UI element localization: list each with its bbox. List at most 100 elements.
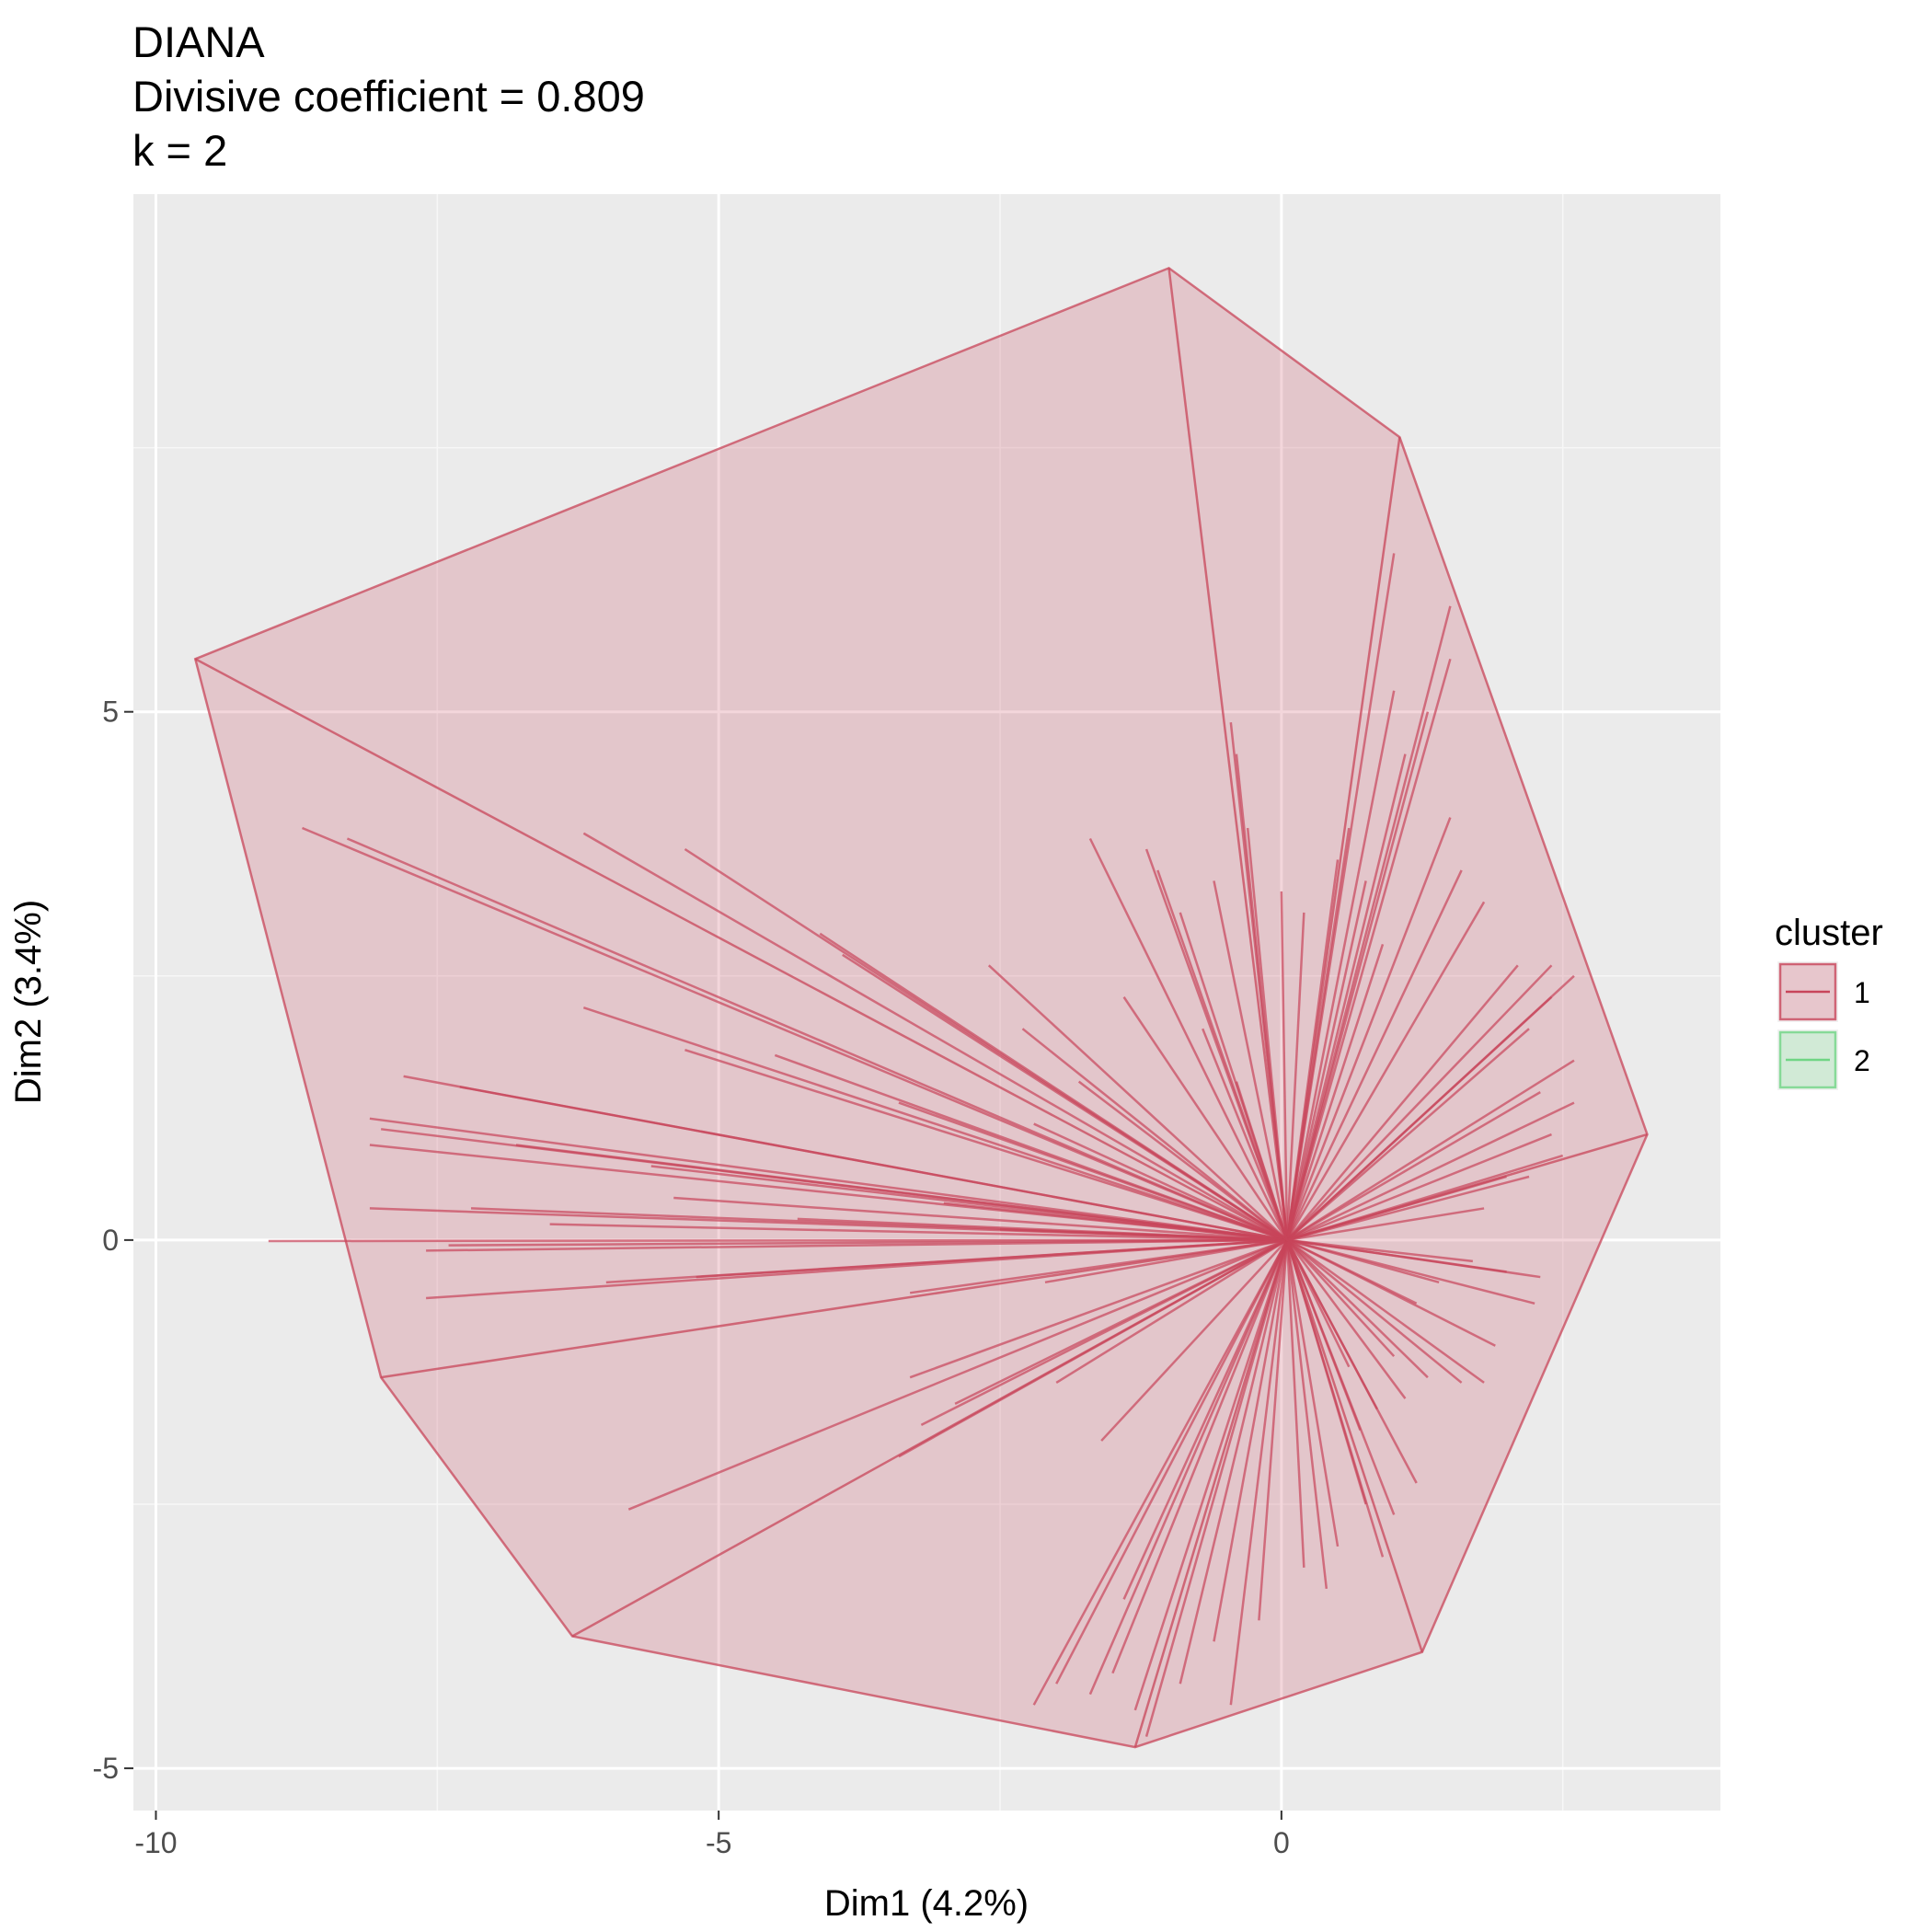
cluster-1-point-ray (1286, 1238, 1473, 1263)
cluster-1-point-ray (1285, 1239, 1407, 1399)
cluster-1-point-ray (582, 1006, 1288, 1242)
legend: cluster 12 (1775, 913, 1883, 1090)
cluster-1-point-ray (1286, 964, 1553, 1241)
cluster-1-hull-ray (194, 658, 1288, 1241)
cluster-1-point-ray (1055, 1238, 1288, 1384)
cluster-1-point-ray (1285, 869, 1463, 1241)
cluster-1-point-ray (1285, 553, 1396, 1241)
cluster-1-point-ray (1111, 1239, 1289, 1674)
y-tick-label: 0 (102, 1224, 119, 1257)
cluster-1-hull-ray (380, 1238, 1288, 1379)
cluster-1-point-ray (1285, 901, 1486, 1241)
cluster-1-point-ray (1286, 1238, 1463, 1384)
cluster-1-hull-ray (1167, 268, 1289, 1241)
cluster-1-point-ray (1285, 817, 1452, 1241)
cluster-1-point-ray (1235, 1081, 1289, 1241)
cluster-1-point-ray (1285, 1239, 1362, 1432)
cluster-1-point-ray (1286, 1059, 1575, 1241)
y-tick-label: 5 (102, 696, 119, 729)
cluster-1-point-ray (1286, 1175, 1507, 1242)
cluster-1-hull-ray (1133, 1239, 1289, 1748)
cluster-1-point-ray (369, 1117, 1288, 1242)
cluster-1-point-ray (1122, 1239, 1289, 1600)
cluster-1-point-ray (1286, 1101, 1575, 1242)
axes: -10 -5 0 -5 0 5 (93, 696, 1290, 1859)
cluster-1-point-ray (673, 1196, 1288, 1242)
cluster-1-point-ray (1044, 1238, 1288, 1284)
cluster-1-point-ray (1285, 880, 1367, 1241)
cluster-1-point-ray (1285, 1239, 1328, 1589)
cluster-1-point-ray (1156, 869, 1289, 1241)
plot-panel (133, 194, 1720, 1811)
cluster-1-point-ray (696, 1238, 1288, 1279)
cluster-1-point-ray (1285, 912, 1305, 1240)
cluster-1-point-ray (898, 1238, 1288, 1458)
cluster-ray-layer (194, 268, 1648, 1748)
cluster-1-point-ray (1258, 1239, 1289, 1621)
cluster-1-point-ray (1179, 1239, 1289, 1685)
cluster-1-point-ray (1033, 1122, 1288, 1242)
x-axis-label: Dim1 (4.2%) (824, 1883, 1029, 1924)
cluster-1-point-ray (1285, 658, 1452, 1241)
cluster-1-point-ray (1285, 753, 1407, 1241)
cluster-1-point-ray (684, 1048, 1288, 1242)
cluster-1-point-ray (1122, 996, 1289, 1241)
cluster-1-point-ray (1100, 1239, 1288, 1442)
cluster-1-point-ray (549, 1223, 1288, 1242)
cluster-1-point-ray (1144, 1239, 1289, 1737)
cluster-1-point-ray (1285, 1239, 1385, 1558)
legend-entry-label: 1 (1854, 976, 1870, 1009)
cluster-1-point-ray (1286, 1238, 1418, 1305)
chart-subtitle-k: k = 2 (132, 126, 227, 175)
cluster-1-point-ray (1286, 1207, 1485, 1242)
cluster-1-point-ray (346, 837, 1288, 1242)
legend-entry-label: 2 (1854, 1044, 1870, 1077)
cluster-1-point-ray (1088, 837, 1289, 1241)
cluster-1-point-ray (302, 826, 1288, 1242)
y-axis-label: Dim2 (3.4%) (8, 900, 49, 1104)
cluster-1-point-ray (842, 953, 1288, 1241)
cluster-1-point-ray (1285, 1239, 1351, 1368)
cluster-1-point-ray (1213, 880, 1289, 1241)
cluster-1-point-ray (1280, 891, 1289, 1240)
cluster-1-point-ray (1021, 1028, 1288, 1241)
cluster-1-point-ray (627, 1238, 1288, 1511)
cluster-1-point-ray (582, 832, 1288, 1241)
cluster-1-point-ray (987, 964, 1288, 1241)
cluster-1-hull-ray (1285, 1239, 1423, 1653)
cluster-1-point-ray (1229, 1239, 1289, 1706)
cluster-1-point-ray (1286, 1238, 1440, 1284)
cluster-1-point-ray (898, 1101, 1288, 1242)
cluster-1-point-ray (1286, 995, 1553, 1241)
cluster-1-point-ray (1055, 1239, 1289, 1685)
cluster-1-point-ray (954, 1238, 1288, 1406)
x-tick-label: -5 (706, 1826, 731, 1859)
cluster-1-point-ray (1133, 1239, 1289, 1711)
cluster-1-point-ray (1285, 1239, 1305, 1568)
cluster-1-point-ray (1032, 1239, 1289, 1706)
cluster-1-point-ray (1213, 1239, 1289, 1642)
cluster-1-point-ray (426, 1238, 1288, 1252)
cluster-1-point-ray (459, 1086, 1288, 1242)
x-tick-label: 0 (1273, 1826, 1290, 1859)
cluster-1-point-ray (909, 1238, 1288, 1294)
cluster-1-point-ray (1286, 1238, 1485, 1384)
chart-subtitle-coefficient: Divisive coefficient = 0.809 (132, 72, 645, 121)
legend-title: cluster (1775, 913, 1883, 953)
cluster-1-point-ray (999, 1228, 1288, 1242)
cluster-1-point-ray (1285, 605, 1452, 1241)
cluster-1-point-ray (1285, 943, 1385, 1241)
legend-keys: 12 (1777, 961, 1870, 1090)
cluster-1-point-ray (1286, 1133, 1552, 1242)
cluster-1-point-ray (1246, 827, 1289, 1241)
cluster-1-point-ray (1286, 1028, 1530, 1241)
chart-title: DIANA (132, 17, 265, 66)
cluster-1-point-ray (1286, 1091, 1541, 1241)
cluster-1-point-ray (1285, 690, 1396, 1241)
cluster-1-point-ray (909, 1238, 1288, 1379)
cluster-1-point-ray (1088, 1239, 1289, 1696)
cluster-1-point-ray (1286, 964, 1519, 1241)
cluster-1-point-ray (1286, 1238, 1429, 1379)
cluster-1-point-ray (1285, 1239, 1340, 1547)
